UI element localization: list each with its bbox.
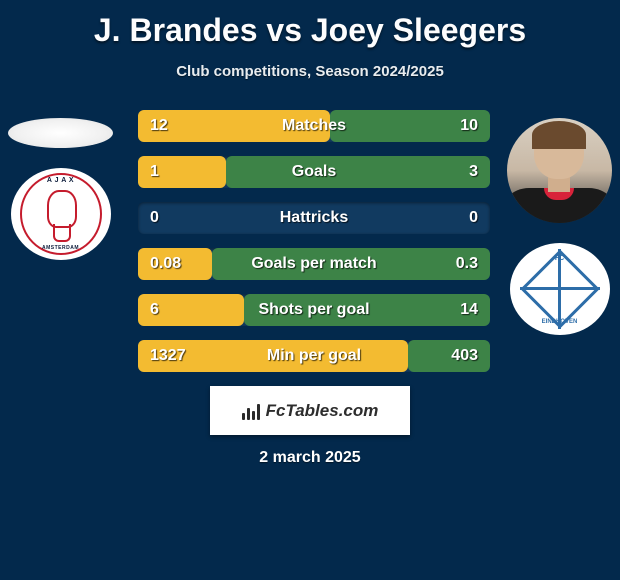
stats-bars: 1210Matches 13Goals 00Hattricks 0.080.3Goal… <box>138 110 490 372</box>
player-photo-right <box>507 118 612 223</box>
stat-label: Goals <box>138 163 490 181</box>
stat-row: 13Goals <box>138 156 490 188</box>
stat-label: Min per goal <box>138 347 490 365</box>
stat-row: 1327403Min per goal <box>138 340 490 372</box>
brand-chart-icon <box>242 402 260 420</box>
stat-row: 00Hattricks <box>138 202 490 234</box>
stat-label: Goals per match <box>138 255 490 273</box>
brand-badge[interactable]: FcTables.com <box>210 386 410 435</box>
player-photo-left <box>8 118 113 148</box>
stat-row: 1210Matches <box>138 110 490 142</box>
stat-row: 0.080.3Goals per match <box>138 248 490 280</box>
club-logo-left: A J A X AMSTERDAM <box>11 168 111 260</box>
stat-label: Shots per goal <box>138 301 490 319</box>
comparison-panel: A J A X AMSTERDAM FC EINDHOVEN <box>0 110 620 372</box>
club-logo-right: FC EINDHOVEN <box>510 243 610 335</box>
stat-row: 614Shots per goal <box>138 294 490 326</box>
date-text: 2 march 2025 <box>0 449 620 467</box>
brand-text: FcTables.com <box>266 401 379 421</box>
stat-label: Matches <box>138 117 490 135</box>
subtitle: Club competitions, Season 2024/2025 <box>0 63 620 80</box>
right-player-column: FC EINDHOVEN <box>507 118 612 335</box>
stat-label: Hattricks <box>138 209 490 227</box>
left-player-column: A J A X AMSTERDAM <box>8 118 113 260</box>
page-title: J. Brandes vs Joey Sleegers <box>0 0 620 49</box>
